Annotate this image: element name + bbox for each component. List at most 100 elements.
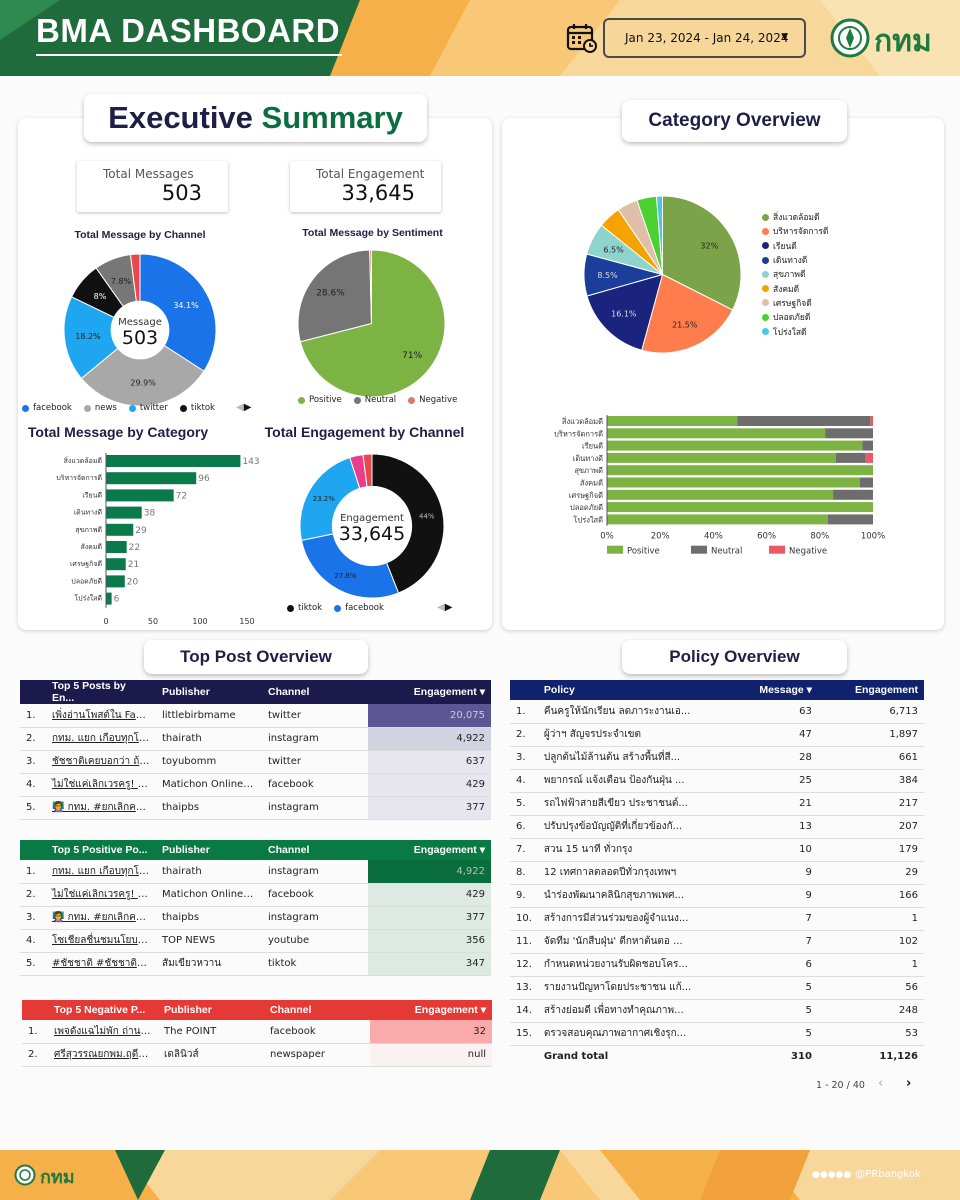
table-cell[interactable]: 👩‍🏫 กทม. #ยกเลิกครูเวร 1... [46, 906, 156, 930]
column-header[interactable]: Publisher [162, 844, 210, 856]
stack-segment[interactable] [833, 489, 873, 500]
pie-slice[interactable] [297, 249, 373, 343]
table-row[interactable]: 7. สวน 15 นาที ทั่วกรุง 10 179 [510, 838, 924, 862]
pie-slice[interactable] [662, 195, 742, 311]
table-row[interactable]: 2.ไม่ใช่แค่เลิกเวรครู! ชัชชาติ ...Matich… [20, 883, 491, 907]
column-header[interactable]: Top 5 Positive Po... [52, 844, 148, 856]
pie-slice[interactable] [299, 249, 446, 398]
table-row[interactable]: 6. ปรับปรุงข้อบัญญัติที่เกี่ยวข้องกั... 13… [510, 815, 924, 839]
table-row[interactable]: 5.#ชัชชาติ #ชัชชาติสิทธิพัน...สัมเขียวหว… [20, 952, 491, 976]
legend-pager-1[interactable]: ◀▶ [236, 402, 251, 413]
table-cell[interactable]: ไม่ใช่แค่เลิกเวรครู! ชัชชาติ สั่... [46, 773, 156, 797]
pie-slice[interactable] [129, 253, 141, 302]
table-row[interactable]: 1. คืนครูให้นักเรียน ลดภาระงานเอ... 63 6,71… [510, 700, 924, 724]
table-row[interactable]: 4.โซเชียลชื่นชมนโยบายผู้ว่า...TOP NEWSyo… [20, 929, 491, 953]
next-arrow-icon[interactable]: ▶ [444, 602, 453, 613]
table-cell[interactable]: ชัชชาติเคยบอกว่า ถ้ากรุงเท... [46, 750, 156, 774]
prev-arrow-icon[interactable]: ◀ [437, 602, 445, 613]
next-page-icon[interactable]: › [906, 1076, 912, 1091]
pie-slice[interactable] [655, 195, 663, 275]
calendar-icon[interactable] [566, 22, 598, 54]
bar[interactable] [106, 541, 127, 553]
column-header[interactable] [510, 680, 538, 700]
sort-icon[interactable]: ▾ [476, 686, 485, 698]
table-row[interactable]: 2.กทม. แยก เกือบทุกโรงเรียน...thairathin… [20, 727, 491, 751]
column-header[interactable]: Channel [268, 844, 310, 856]
prev-page-icon[interactable]: ‹ [878, 1076, 884, 1091]
table-row[interactable]: 1.เพจดังแฉไม่พัก ถ่านเจริญ...The POINTfa… [22, 1020, 492, 1044]
table-cell[interactable]: เพิ่งอ่านโพสต์ใน Faceboo... [46, 704, 156, 728]
table-row[interactable]: 3.👩‍🏫 กทม. #ยกเลิกครูเวร 1...thaipbsinst… [20, 906, 491, 930]
bar[interactable] [106, 592, 112, 605]
bar[interactable] [106, 489, 174, 502]
stack-segment[interactable] [870, 416, 873, 426]
column-header[interactable]: Engagement [854, 684, 918, 696]
column-header[interactable]: Publisher [164, 1004, 212, 1016]
stack-segment[interactable] [607, 440, 863, 451]
pie-slice[interactable] [80, 344, 205, 407]
stack-segment[interactable] [607, 452, 836, 463]
stack-segment[interactable] [862, 440, 873, 451]
table-row[interactable]: 13. รายงานปัญหาโดยประชาชน แก้... 5 56 [510, 976, 924, 1000]
column-header[interactable]: Channel [270, 1004, 312, 1016]
table-row[interactable]: 3.ชัชชาติเคยบอกว่า ถ้ากรุงเท...toyubommt… [20, 750, 491, 774]
stack-segment[interactable] [865, 452, 873, 463]
table-row[interactable]: 1.เพิ่งอ่านโพสต์ใน Faceboo...littlebirbm… [20, 704, 491, 728]
column-header[interactable] [20, 840, 46, 860]
table-cell[interactable]: เพจดังแฉไม่พัก ถ่านเจริญ... [48, 1020, 158, 1044]
pie-slice[interactable] [641, 273, 734, 354]
table-row[interactable]: 4.ไม่ใช่แค่เลิกเวรครู! ชัชชาติ สั่...Mat… [20, 773, 491, 797]
bar[interactable] [106, 506, 142, 519]
stack-segment[interactable] [827, 514, 873, 525]
stack-segment[interactable] [607, 465, 873, 476]
table-cell[interactable]: #ชัชชาติ #ชัชชาติสิทธิพัน... [46, 952, 156, 976]
bar[interactable] [106, 523, 134, 536]
column-header[interactable]: Engagement ▾ [414, 1004, 486, 1016]
table-cell[interactable]: โซเชียลชื่นชมนโยบายผู้ว่า... [46, 929, 156, 953]
column-header[interactable]: Engagement ▾ [413, 844, 485, 856]
table-cell[interactable]: กทม. แยก เกือบทุกโรงเรียน... [46, 860, 156, 884]
stack-segment[interactable] [859, 477, 873, 488]
stack-segment[interactable] [607, 428, 826, 439]
table-row[interactable]: 14. สร้างย่อมดี เพื่อทางทำคุณภาพ... 5 248 [510, 999, 924, 1023]
legend-pager-2[interactable]: ◀▶ [437, 602, 452, 613]
stack-segment[interactable] [825, 428, 873, 439]
sort-icon[interactable]: ▾ [477, 1004, 486, 1016]
pie-slice[interactable] [362, 453, 373, 488]
table-row[interactable]: 5. รถไฟฟ้าสายสีเขียว ประชาชนต์... 21 217 [510, 792, 924, 816]
table-cell[interactable]: 👩‍🏫 กทม. #ยกเลิกครูเวร 10... [46, 796, 156, 820]
next-arrow-icon[interactable]: ▶ [243, 402, 252, 413]
social-handle[interactable]: @PRbangkok [855, 1169, 921, 1180]
social-icons[interactable]: ●●●●● [812, 1169, 852, 1180]
table-row[interactable]: 15. ตรวจสอบคุณภาพอากาศเชิงรุก... 5 53 [510, 1022, 924, 1046]
table-row[interactable]: 1.กทม. แยก เกือบทุกโรงเรียน...thairathin… [20, 860, 491, 884]
sort-icon[interactable]: ▾ [803, 684, 812, 696]
table-row[interactable]: 12. กำหนดหน่วยงานรับผิดชอบโคร... 6 1 [510, 953, 924, 977]
pie-slice[interactable] [371, 453, 445, 594]
column-header[interactable]: Top 5 Negative P... [54, 1004, 146, 1016]
stack-segment[interactable] [607, 489, 834, 500]
stack-segment[interactable] [607, 514, 828, 525]
table-row[interactable]: 8. 12 เทศกาลตลอดปีทั่วกรุงเทพฯ 9 29 [510, 861, 924, 885]
table-row[interactable]: 5.👩‍🏫 กทม. #ยกเลิกครูเวร 10...thaipbsins… [20, 796, 491, 820]
table-row[interactable]: 4. พยากรณ์ แจ้งเตือน ป้องกันฝุ่น ... 25 384 [510, 769, 924, 793]
bar[interactable] [106, 575, 125, 588]
prev-arrow-icon[interactable]: ◀ [236, 402, 244, 413]
table-row[interactable]: 2. ผู้ว่าฯ สัญจรประจำเขต 47 1,897 [510, 723, 924, 747]
table-row[interactable]: 11. จัดทีม 'นักสืบฝุ่น' ตีกหาต้นตอ ... 7 10… [510, 930, 924, 954]
column-header[interactable]: Publisher [162, 686, 210, 698]
date-range-picker[interactable]: Jan 23, 2024 - Jan 24, 2024 ▼ [603, 18, 806, 58]
table-row[interactable]: 9. นำร่องพัฒนาคลินิกสุขภาพเพศ... 9 166 [510, 884, 924, 908]
stack-segment[interactable] [737, 416, 871, 426]
column-header[interactable]: Message ▾ [759, 684, 812, 696]
stack-segment[interactable] [607, 502, 873, 513]
column-header[interactable] [22, 1000, 48, 1020]
table-row[interactable]: 10. สร้างการมีส่วนร่วมของผู้จำแนง... 7 1 [510, 907, 924, 931]
column-header[interactable]: Channel [268, 686, 310, 698]
table-cell[interactable]: กทม. แยก เกือบทุกโรงเรียน... [46, 727, 156, 751]
stack-segment[interactable] [607, 416, 738, 426]
column-header[interactable]: Policy [543, 684, 575, 696]
table-cell[interactable]: ไม่ใช่แค่เลิกเวรครู! ชัชชาติ ... [46, 883, 156, 907]
pie-slice[interactable] [369, 249, 372, 324]
bar[interactable] [106, 472, 197, 485]
